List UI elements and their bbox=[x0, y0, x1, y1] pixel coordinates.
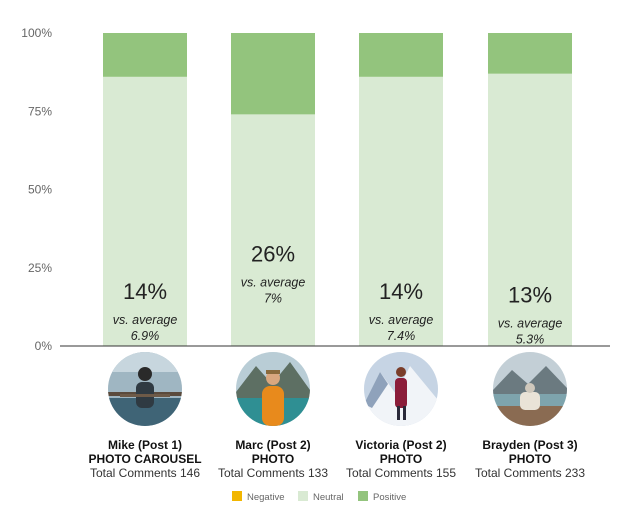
average-value: 5.3% bbox=[516, 332, 545, 346]
bar-positive-segment bbox=[359, 33, 443, 77]
average-value: 6.9% bbox=[131, 329, 160, 343]
category-total-comments: Total Comments 233 bbox=[475, 466, 585, 480]
average-value: 7% bbox=[264, 292, 282, 306]
bar-neutral-segment bbox=[488, 73, 572, 346]
legend-label-negative: Negative bbox=[247, 492, 285, 503]
average-value: 7.4% bbox=[387, 329, 416, 343]
category-name: Brayden (Post 3) bbox=[482, 438, 577, 452]
category-post-type: PHOTO bbox=[380, 452, 422, 466]
average-label: vs. average bbox=[241, 276, 306, 290]
legend-swatch-positive bbox=[358, 491, 368, 501]
legend-label-positive: Positive bbox=[373, 492, 406, 503]
data-label-percent: 14% bbox=[379, 279, 423, 304]
bar-positive-segment bbox=[488, 33, 572, 74]
y-tick-label: 100% bbox=[21, 26, 52, 40]
average-label: vs. average bbox=[369, 313, 434, 327]
average-label: vs. average bbox=[498, 316, 563, 330]
category-post-type: PHOTO bbox=[509, 452, 551, 466]
y-tick-label: 0% bbox=[35, 339, 53, 353]
legend-label-neutral: Neutral bbox=[313, 492, 344, 503]
bar-neutral-segment bbox=[103, 76, 187, 346]
category-total-comments: Total Comments 155 bbox=[346, 466, 456, 480]
category-total-comments: Total Comments 133 bbox=[218, 466, 328, 480]
legend: Negative Neutral Positive bbox=[232, 491, 406, 503]
average-label: vs. average bbox=[113, 313, 178, 327]
bar-neutral-segment bbox=[359, 76, 443, 346]
y-tick-label: 75% bbox=[28, 104, 52, 118]
y-tick-label: 50% bbox=[28, 183, 52, 197]
legend-swatch-negative bbox=[232, 491, 242, 501]
category-post-type: PHOTO bbox=[252, 452, 294, 466]
y-tick-label: 25% bbox=[28, 261, 52, 275]
brayden-photo-icon bbox=[493, 352, 567, 426]
category-post-type: PHOTO CAROUSEL bbox=[88, 452, 201, 466]
legend-swatch-neutral bbox=[298, 491, 308, 501]
category-total-comments: Total Comments 146 bbox=[90, 466, 200, 480]
category-name: Marc (Post 2) bbox=[235, 438, 310, 452]
category-name: Mike (Post 1) bbox=[108, 438, 182, 452]
marc-photo-icon bbox=[236, 352, 310, 426]
data-label-percent: 26% bbox=[251, 242, 295, 267]
data-labels-group: 14% vs. average 6.9% 26% vs. average 7% 14% vs.… bbox=[113, 242, 563, 347]
bars-group bbox=[103, 33, 572, 346]
bar-positive-segment bbox=[231, 33, 315, 115]
bar-neutral-segment bbox=[231, 114, 315, 346]
data-label-percent: 13% bbox=[508, 282, 552, 307]
y-axis-ticks: 0% 25% 50% 75% 100% bbox=[21, 26, 52, 353]
mike-photo-icon bbox=[108, 352, 182, 426]
bar-positive-segment bbox=[103, 33, 187, 77]
victoria-photo-icon bbox=[364, 352, 438, 426]
data-label-percent: 14% bbox=[123, 279, 167, 304]
category-name: Victoria (Post 2) bbox=[355, 438, 446, 452]
